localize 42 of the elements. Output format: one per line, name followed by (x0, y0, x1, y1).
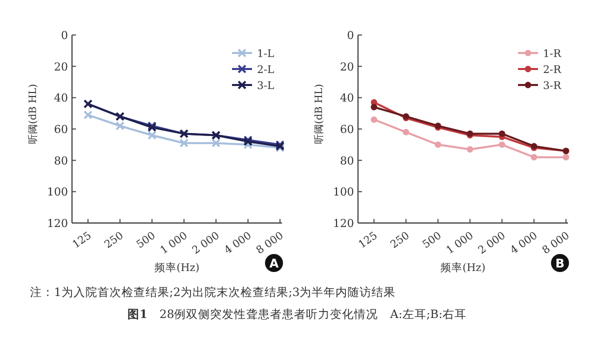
x-tick-label: 1 000 (158, 230, 190, 257)
y-tick-label: 120 (333, 217, 354, 230)
legend-label: 3-L (257, 80, 274, 92)
y-axis-title: 听阈(dB HL) (27, 84, 39, 144)
x-tick-label: 500 (420, 230, 444, 251)
text: 注：1为入院首次检查结果;2为出院末次检查结果;3为半年内随访结果 (30, 285, 396, 299)
legend-label: 1-R (543, 48, 562, 60)
x-tick-label: 250 (102, 230, 126, 251)
y-tick-label: 100 (333, 186, 354, 199)
y-tick-label: 80 (340, 154, 354, 168)
legend-label: 1-L (257, 48, 274, 60)
x-tick-label: 8 000 (254, 230, 286, 257)
x-axis-title: 频率(Hz) (440, 261, 486, 274)
legend-label: 2-R (543, 64, 562, 76)
text: B (555, 256, 565, 270)
x-tick-label: 4 000 (222, 230, 254, 257)
y-tick-label: 40 (340, 92, 354, 105)
x-tick-label: 1 000 (444, 230, 476, 257)
x-tick-label: 8 000 (540, 230, 572, 257)
text: 图1 28例双侧突发性聋患者患者听力变化情况 A:左耳;B:右耳 (127, 307, 467, 321)
y-tick-label: 0 (347, 29, 354, 42)
x-tick-label: 4 000 (508, 230, 540, 257)
y-tick-label: 100 (47, 186, 68, 199)
y-tick-label: 40 (54, 92, 68, 105)
text: A (269, 256, 280, 270)
x-tick-label: 2 000 (190, 230, 222, 257)
x-tick-label: 500 (134, 230, 158, 251)
y-tick-label: 20 (54, 60, 68, 74)
x-tick-label: 125 (356, 230, 380, 251)
y-tick-label: 0 (61, 29, 68, 42)
x-axis-title: 频率(Hz) (154, 261, 200, 274)
y-tick-label: 20 (340, 60, 354, 74)
y-tick-label: 120 (47, 217, 68, 230)
y-axis-title: 听阈(dB HL) (313, 84, 325, 144)
legend-label: 3-R (543, 80, 562, 92)
y-tick-label: 60 (54, 123, 68, 136)
x-tick-label: 2 000 (476, 230, 508, 257)
legend-label: 2-L (257, 64, 274, 76)
x-tick-label: 250 (388, 230, 412, 251)
x-tick-label: 125 (70, 230, 94, 251)
y-tick-label: 60 (340, 123, 354, 136)
y-tick-label: 80 (54, 154, 68, 168)
